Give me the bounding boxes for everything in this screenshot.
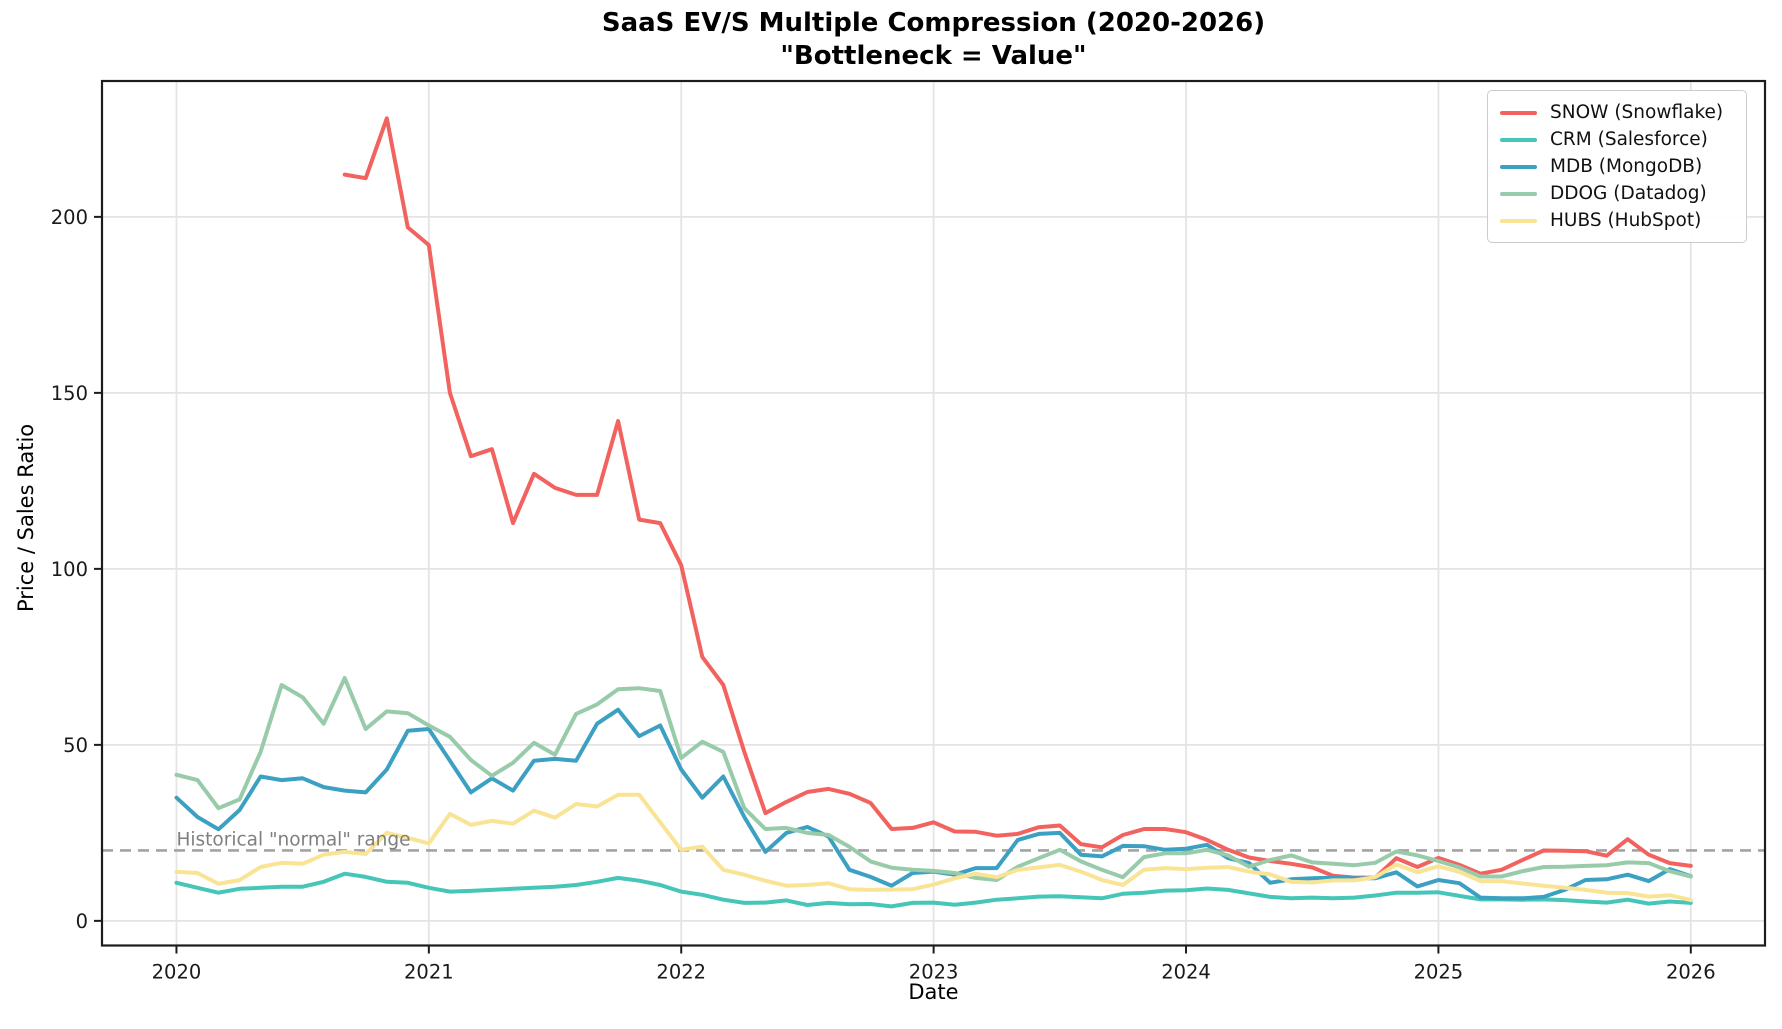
y-tick-label: 100 <box>51 558 88 581</box>
series-line-HUBS <box>174 792 1693 903</box>
legend-label-MDB: MDB (MongoDB) <box>1550 156 1703 177</box>
x-axis-label: Date <box>908 980 959 1004</box>
legend-item-SNOW: SNOW (Snowflake) <box>1500 99 1734 126</box>
legend-swatch-CRM <box>1500 137 1537 142</box>
legend-item-CRM: CRM (Salesforce) <box>1500 126 1734 153</box>
legend-swatch-HUBS <box>1500 218 1537 223</box>
legend-label-SNOW: SNOW (Snowflake) <box>1550 102 1724 123</box>
x-tick-label: 2022 <box>656 961 706 984</box>
chart-subtitle: "Bottleneck = Value" <box>780 41 1087 71</box>
x-tick-label: 2025 <box>1414 961 1464 984</box>
legend-item-HUBS: HUBS (HubSpot) <box>1500 207 1734 234</box>
legend-swatch-DDOG <box>1500 191 1537 196</box>
series-line-SNOW <box>342 116 1693 880</box>
y-tick-label: 150 <box>51 382 88 405</box>
threshold-annotation: Historical "normal" range <box>176 829 410 850</box>
chart-title-block: SaaS EV/S Multiple Compression (2020-202… <box>102 6 1765 73</box>
x-tick-label: 2023 <box>909 961 959 984</box>
x-tick-label: 2020 <box>152 961 202 984</box>
legend-label-DDOG: DDOG (Datadog) <box>1550 183 1707 204</box>
x-tick-label: 2024 <box>1161 961 1211 984</box>
legend-swatch-SNOW <box>1500 110 1537 115</box>
series-line-DDOG <box>174 676 1693 882</box>
legend-item-DDOG: DDOG (Datadog) <box>1500 180 1734 207</box>
y-tick-label: 0 <box>76 910 88 933</box>
legend-label-HUBS: HUBS (HubSpot) <box>1550 210 1702 231</box>
x-tick-label: 2021 <box>404 961 454 984</box>
legend-label-CRM: CRM (Salesforce) <box>1550 129 1708 150</box>
y-tick-label: 200 <box>51 206 88 229</box>
series-line-CRM <box>174 871 1693 909</box>
x-tick-label: 2026 <box>1666 961 1716 984</box>
legend-swatch-MDB <box>1500 164 1537 169</box>
y-tick-label: 50 <box>63 734 88 757</box>
y-axis-label: Price / Sales Ratio <box>14 423 38 612</box>
legend: SNOW (Snowflake) CRM (Salesforce) MDB (Mon… <box>1487 90 1747 243</box>
chart-title: SaaS EV/S Multiple Compression (2020-202… <box>601 8 1266 38</box>
legend-item-MDB: MDB (MongoDB) <box>1500 153 1734 180</box>
